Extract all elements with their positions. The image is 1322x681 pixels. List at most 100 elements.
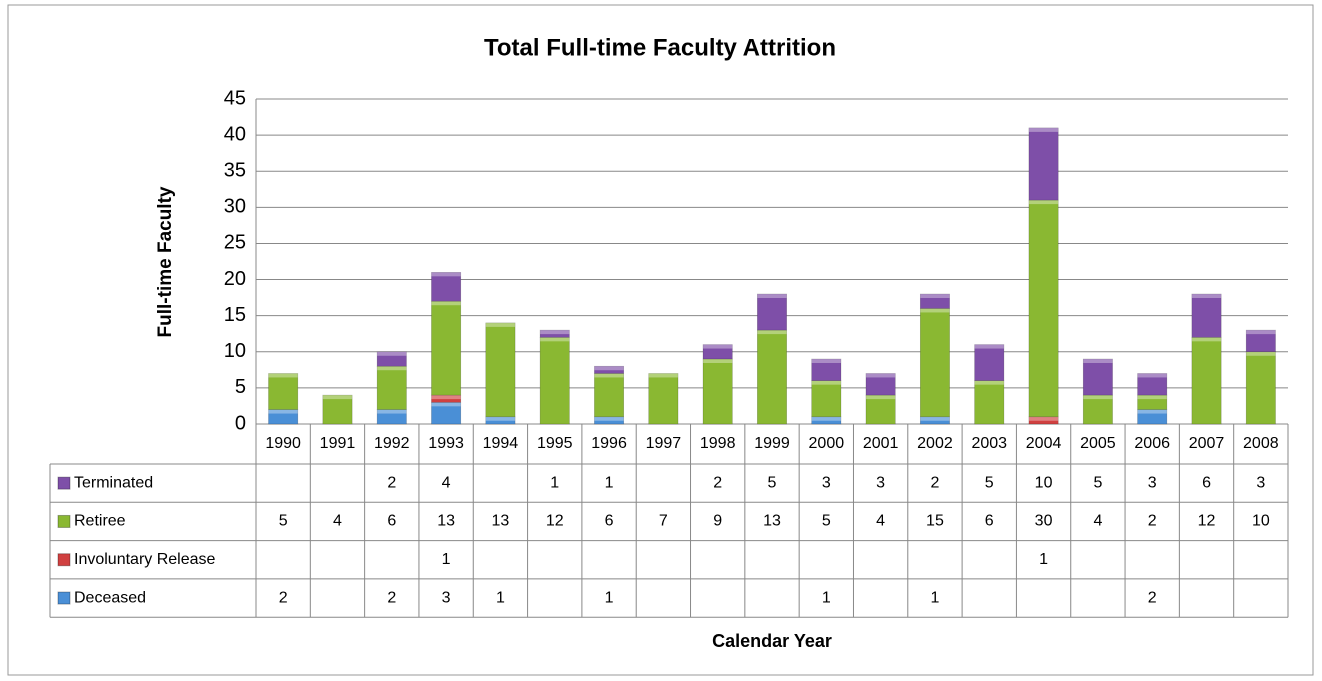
y-tick-label: 45 xyxy=(224,87,246,109)
bar-shine xyxy=(1246,330,1276,335)
legend-key xyxy=(57,476,71,490)
bar-shine xyxy=(1191,294,1222,298)
x-tick-label: 1999 xyxy=(754,435,790,452)
table-value: 13 xyxy=(763,513,781,530)
bar-shine xyxy=(974,344,1004,349)
bar-segment xyxy=(811,358,842,381)
table-value: 13 xyxy=(492,513,510,530)
table-value: 5 xyxy=(279,513,288,530)
table-value: 1 xyxy=(550,474,559,491)
table-value: 2 xyxy=(1148,513,1157,530)
bar-shine xyxy=(974,380,1004,385)
bar-shine xyxy=(757,330,787,335)
bar-shine xyxy=(811,359,841,363)
legend-label: Retiree xyxy=(74,513,126,530)
y-tick-label: 25 xyxy=(224,232,246,254)
bar-shine xyxy=(1246,351,1276,356)
x-tick-label: 2006 xyxy=(1134,435,1170,452)
x-tick-label: 1991 xyxy=(320,435,356,452)
bar-segment xyxy=(1137,373,1168,396)
y-tick-label: 0 xyxy=(235,412,246,434)
x-tick-label: 2005 xyxy=(1080,435,1116,452)
bar-shine xyxy=(920,308,950,313)
bar-shine xyxy=(1028,200,1059,205)
table-value: 12 xyxy=(546,513,564,530)
bar-segment xyxy=(1028,199,1059,418)
bar-segment xyxy=(268,373,299,410)
table-value: 3 xyxy=(442,589,451,606)
table-value: 15 xyxy=(926,513,944,530)
legend-key xyxy=(57,553,71,567)
bar-shine xyxy=(757,294,787,298)
bar-segment xyxy=(431,300,462,396)
bar-shine xyxy=(431,402,461,407)
bar-segment xyxy=(1191,293,1222,338)
y-tick-label: 40 xyxy=(224,123,246,145)
table-value: 13 xyxy=(437,513,455,530)
table-value: 1 xyxy=(1039,551,1048,568)
y-tick-label: 15 xyxy=(224,304,246,326)
legend-label: Deceased xyxy=(74,589,146,606)
bar-segment xyxy=(376,351,407,367)
bar-shine xyxy=(1028,127,1059,132)
bar-shine xyxy=(1028,416,1059,421)
bar-shine xyxy=(431,395,461,400)
bar-segment xyxy=(1082,358,1113,396)
y-tick-label: 10 xyxy=(224,340,246,362)
bar-segment xyxy=(1191,337,1222,425)
table-value: 1 xyxy=(822,589,831,606)
table-value: 4 xyxy=(442,474,451,491)
table-value: 1 xyxy=(496,589,505,606)
x-tick-label: 1997 xyxy=(646,435,682,452)
bar-shine xyxy=(648,373,679,378)
bar-shine xyxy=(865,395,896,400)
y-tick-label: 30 xyxy=(224,196,246,218)
bar-shine xyxy=(1137,395,1167,400)
table-value: 1 xyxy=(442,551,451,568)
bar-shine xyxy=(703,359,733,363)
bar-segment xyxy=(919,308,950,418)
bar-shine xyxy=(920,416,950,421)
table-value: 2 xyxy=(387,589,396,606)
bar-segment xyxy=(594,365,625,374)
chart-title: Total Full-time Faculty Attrition xyxy=(484,34,836,61)
y-tick-label: 20 xyxy=(224,268,246,290)
table-value: 6 xyxy=(387,513,396,530)
bar-segment xyxy=(1082,394,1113,425)
table-value: 10 xyxy=(1252,513,1270,530)
table-value: 2 xyxy=(930,474,939,491)
table-value: 5 xyxy=(822,513,831,530)
bar-shine xyxy=(485,322,516,327)
bar-segment xyxy=(485,322,516,418)
bar-segment xyxy=(539,337,570,425)
legend-key xyxy=(57,591,71,605)
bar-segment xyxy=(811,380,842,418)
x-tick-label: 2008 xyxy=(1243,435,1279,452)
bar-shine xyxy=(594,366,624,371)
bar-shine xyxy=(268,409,298,414)
y-axis-label: Full-time Faculty xyxy=(155,186,176,337)
bar-shine xyxy=(377,366,407,371)
table-value: 12 xyxy=(1198,513,1216,530)
table-value: 3 xyxy=(1148,474,1157,491)
bar-shine xyxy=(377,351,407,356)
bar-segment xyxy=(974,344,1005,381)
legend-key xyxy=(57,514,71,528)
bar-segment xyxy=(865,394,896,425)
bar-shine xyxy=(322,395,353,400)
bar-segment xyxy=(376,365,407,410)
bar-segment xyxy=(702,344,733,360)
x-axis-label: Calendar Year xyxy=(712,631,832,651)
bar-shine xyxy=(811,380,841,385)
bar-shine xyxy=(431,272,461,277)
bar-segment xyxy=(702,358,733,425)
bar-shine xyxy=(540,330,570,335)
bar-segment xyxy=(757,329,787,425)
bar-segment xyxy=(919,293,950,309)
table-value: 5 xyxy=(768,474,777,491)
table-value: 2 xyxy=(279,589,288,606)
x-tick-label: 2002 xyxy=(917,435,953,452)
table-value: 10 xyxy=(1035,474,1053,491)
bar-shine xyxy=(540,337,570,342)
table-value: 3 xyxy=(876,474,885,491)
